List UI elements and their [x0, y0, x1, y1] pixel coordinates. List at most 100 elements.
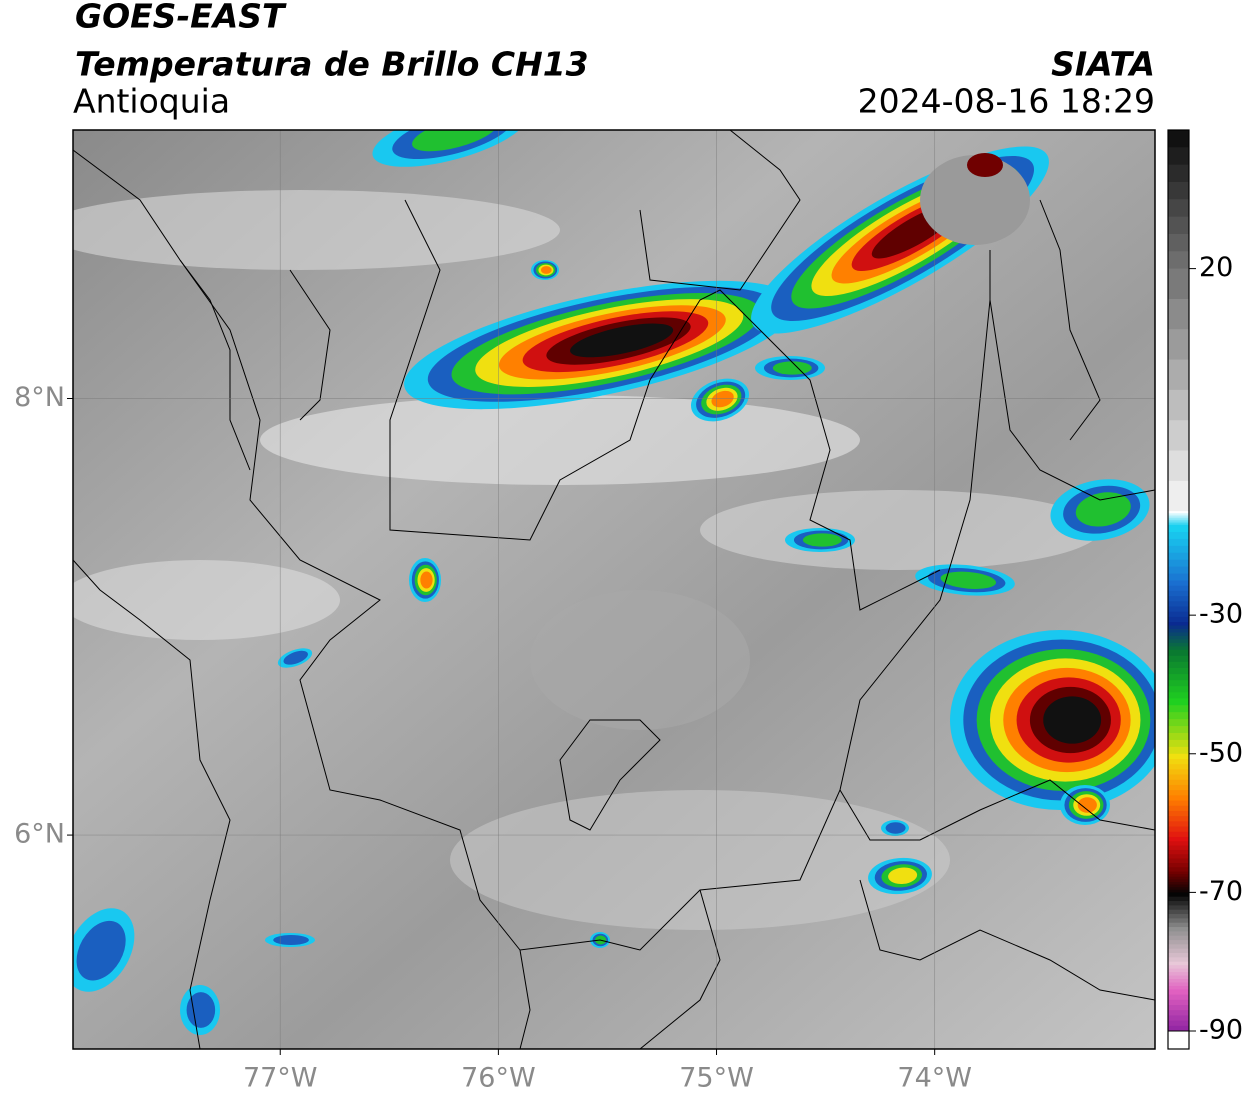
colorbar-step [1168, 164, 1189, 183]
colorbar-step [1168, 480, 1189, 512]
colorbar-step [1168, 746, 1189, 755]
colorbar-step [1168, 538, 1189, 547]
cloud [700, 490, 1100, 570]
colorbar-step [1168, 661, 1189, 669]
source: SIATA [1051, 45, 1155, 84]
colorbar-step [1168, 552, 1189, 561]
colorbar-tick-label: -70 [1199, 876, 1243, 907]
colorbar-step [1168, 531, 1189, 540]
datetime: 2024-08-16 18:29 [858, 82, 1155, 121]
colorbar-step [1168, 680, 1189, 687]
storm-layer [76, 920, 126, 981]
colorbar-step [1168, 867, 1189, 873]
colorbar: 20 -30 -50 -70 -90 [1167, 129, 1243, 1050]
y-tick-label: 6°N [14, 819, 65, 850]
colorbar-step [1168, 779, 1189, 786]
colorbar-step [1168, 764, 1189, 770]
colorbar-step [1168, 918, 1189, 924]
colorbar-step [1168, 566, 1189, 575]
storm-layer [420, 571, 433, 589]
colorbar-step [1168, 692, 1189, 699]
y-tick-label: 8°N [14, 382, 65, 413]
colorbar-step [1168, 876, 1189, 880]
colorbar-step [1168, 784, 1189, 791]
colorbar-step [1168, 795, 1189, 802]
colorbar-tick-label: -50 [1199, 737, 1243, 768]
colorbar-step [1168, 905, 1189, 911]
colorbar-step [1168, 821, 1189, 828]
colorbar-step [1168, 521, 1189, 524]
colorbar-step [1168, 879, 1189, 883]
colorbar-step [1168, 686, 1189, 693]
colorbar-step [1168, 800, 1189, 807]
colorbar-step [1168, 616, 1189, 623]
storm-top [920, 155, 1030, 245]
colorbar-step [1168, 233, 1189, 252]
colorbar-step [1168, 359, 1189, 391]
colorbar-step [1168, 1025, 1189, 1032]
colorbar-step [1168, 719, 1189, 727]
colorbar-step [1168, 914, 1189, 919]
colorbar-step [1168, 922, 1189, 928]
colorbar-step [1168, 940, 1189, 945]
colorbar-step [1168, 889, 1189, 893]
colorbar-step [1168, 514, 1189, 517]
colorbar-step [1168, 674, 1189, 681]
colorbar-step [1168, 629, 1189, 633]
colorbar-step [1168, 420, 1189, 452]
colorbar-step [1168, 268, 1189, 300]
colorbar-step [1168, 805, 1189, 812]
storm-layer [888, 867, 918, 885]
colorbar-step [1168, 831, 1189, 838]
colorbar-step [1168, 1005, 1189, 1011]
colorbar-step [1168, 901, 1189, 906]
colorbar-step [1168, 585, 1189, 592]
border-line [639, 130, 801, 291]
border-line [389, 199, 941, 611]
colorbar-tick-label: 20 [1199, 252, 1233, 283]
colorbar-step [1168, 705, 1189, 713]
colorbar-step [1168, 732, 1189, 741]
colorbar-step [1168, 979, 1189, 983]
colorbar-step [1168, 668, 1189, 675]
border-line [73, 149, 991, 951]
colorbar-step [1168, 726, 1189, 734]
colorbar-step [1168, 935, 1189, 941]
colorbar-step [1168, 389, 1189, 421]
region: Antioquia [73, 82, 230, 121]
storm-layer [711, 390, 734, 408]
colorbar-step [1168, 961, 1189, 966]
colorbar-step [1168, 989, 1189, 996]
storm-layer [940, 571, 997, 589]
storm-layer [283, 650, 308, 665]
colorbar-frame [1167, 129, 1190, 1050]
x-tick-label: 75°W [679, 1063, 754, 1094]
colorbar-step [1168, 590, 1189, 597]
cloud [450, 790, 950, 930]
colorbar-tick-label: -90 [1199, 1015, 1243, 1046]
colorbar-step [1168, 601, 1189, 607]
colorbar-step [1168, 622, 1189, 627]
title: GOES-EAST [75, 0, 287, 36]
storm-layer [273, 935, 309, 945]
borders [73, 130, 1155, 1049]
colorbar-step [1168, 826, 1189, 833]
colorbar-step [1168, 982, 1189, 987]
colorbar-step [1168, 199, 1189, 218]
map-frame [72, 129, 1156, 1050]
colorbar-step [1168, 596, 1189, 602]
colorbar-step [1168, 625, 1189, 630]
x-tick-label: 76°W [461, 1063, 536, 1094]
colorbar-step [1168, 1015, 1189, 1022]
colorbar-step [1168, 845, 1189, 851]
colorbar-step [1168, 739, 1189, 748]
colorbar-step [1168, 753, 1189, 760]
colorbar-step [1168, 516, 1189, 519]
axes: 77°W 76°W 75°W 74°W 8°N 6°N [14, 382, 972, 1094]
colorbar-step [1168, 836, 1189, 842]
colorbar-step [1168, 580, 1189, 587]
colorbar-step [1168, 931, 1189, 937]
colorbar-step [1168, 881, 1189, 886]
coastline [179, 259, 331, 471]
border-line [519, 779, 1155, 1049]
